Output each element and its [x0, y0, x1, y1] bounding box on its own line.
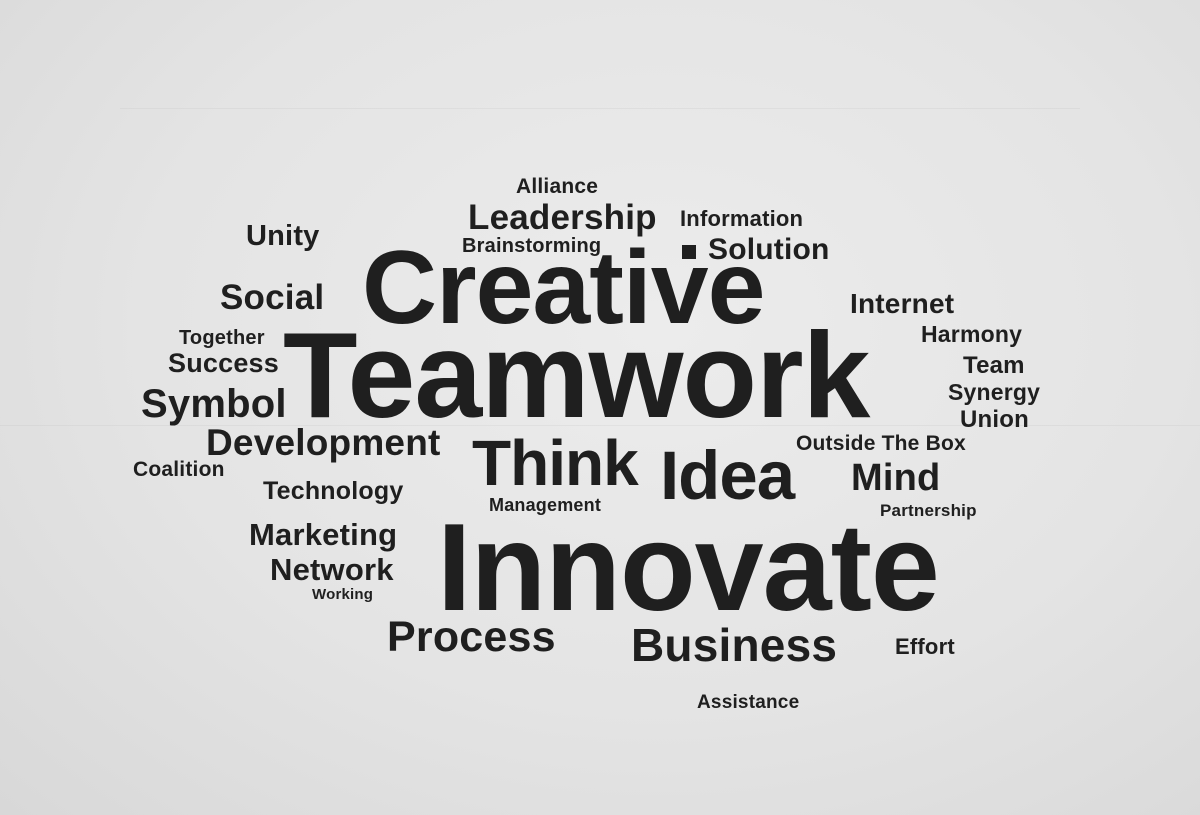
word-internet: Internet	[850, 288, 955, 319]
word-technology: Technology	[263, 477, 404, 505]
word-think: Think	[472, 427, 639, 499]
word-coalition: Coalition	[133, 458, 225, 481]
square-dot	[682, 245, 696, 259]
word-effort: Effort	[895, 634, 955, 659]
wall-seam	[120, 108, 1080, 109]
word-social: Social	[220, 278, 325, 317]
word-marketing: Marketing	[249, 517, 398, 552]
word-synergy: Synergy	[948, 379, 1041, 405]
word-solution: Solution	[708, 233, 830, 266]
word-development: Development	[206, 422, 441, 463]
word-alliance: Alliance	[516, 175, 599, 198]
word-union: Union	[960, 406, 1029, 433]
word-success: Success	[168, 348, 279, 378]
word-unity: Unity	[246, 220, 320, 252]
word-outside-the-box: Outside The Box	[796, 432, 966, 455]
word-mind: Mind	[851, 457, 941, 499]
word-together: Together	[179, 327, 265, 349]
word-management: Management	[489, 495, 602, 515]
word-network: Network	[270, 552, 394, 587]
word-harmony: Harmony	[921, 321, 1023, 347]
word-innovate: Innovate	[437, 499, 940, 637]
word-creative: Creative	[362, 230, 765, 346]
word-process: Process	[387, 613, 556, 661]
word-working: Working	[312, 586, 374, 603]
word-leadership: Leadership	[468, 198, 657, 237]
word-team: Team	[963, 352, 1025, 379]
word-idea: Idea	[660, 437, 795, 514]
word-symbol: Symbol	[141, 382, 287, 426]
word-business: Business	[631, 619, 838, 671]
word-teamwork: Teamwork	[283, 307, 870, 443]
word-partnership: Partnership	[880, 501, 977, 520]
word-brainstorming: Brainstorming	[462, 235, 602, 257]
word-information: Information	[680, 206, 804, 231]
word-assistance: Assistance	[697, 692, 800, 713]
